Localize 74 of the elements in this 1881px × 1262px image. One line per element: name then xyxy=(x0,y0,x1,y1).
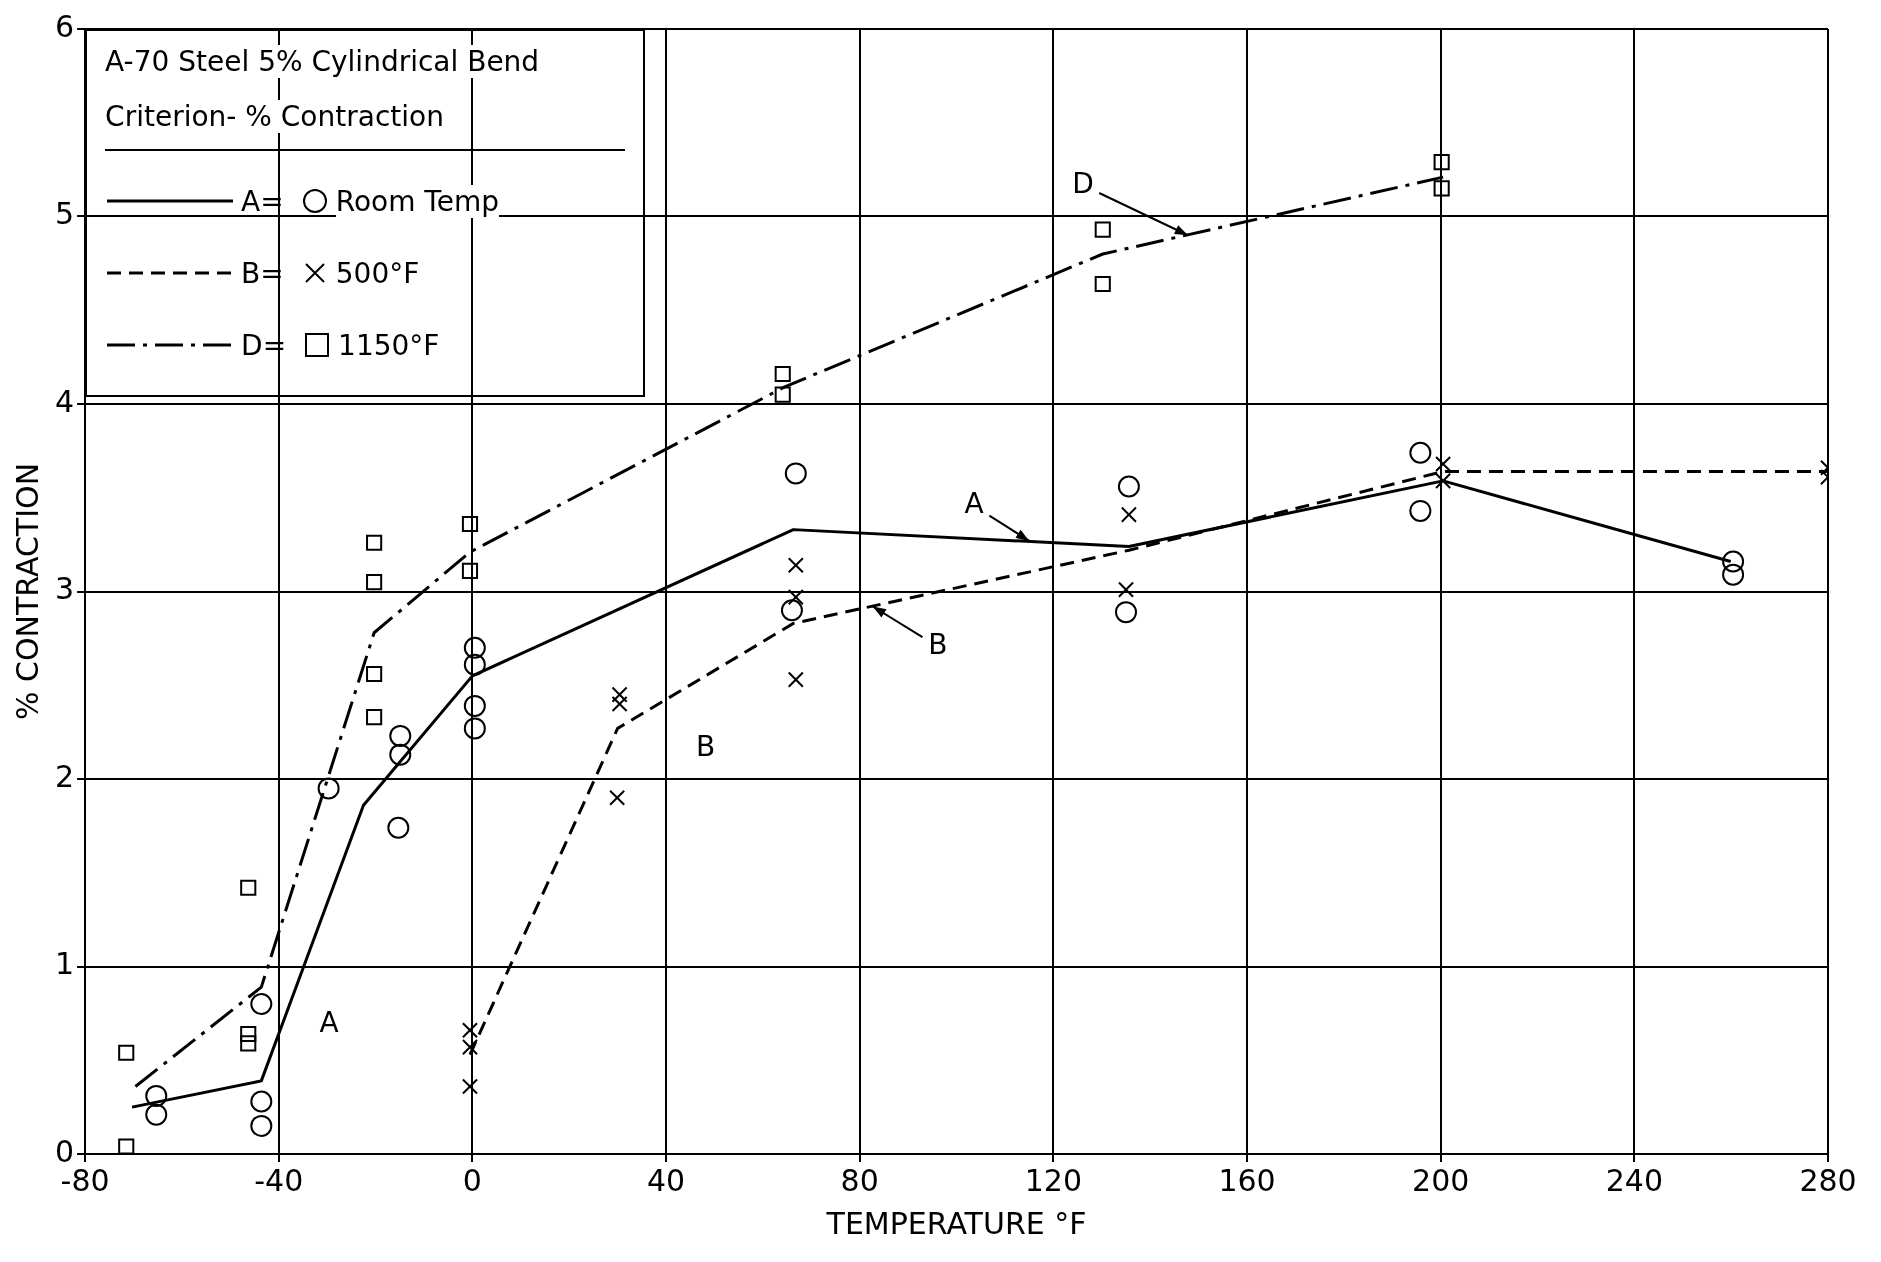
point xyxy=(463,717,486,740)
point xyxy=(611,695,628,713)
point xyxy=(1433,154,1450,171)
y-axis-title: % CONTRACTION xyxy=(9,462,45,721)
point xyxy=(1117,581,1135,598)
point xyxy=(240,1025,257,1043)
y-tick-label: 5 xyxy=(54,196,75,232)
point xyxy=(1433,180,1450,197)
point xyxy=(1120,506,1137,523)
text: A-70 Steel 5% Cylindrical Bend xyxy=(105,45,540,78)
legend-label: 1150°F xyxy=(338,328,440,362)
annotation: A xyxy=(964,487,984,521)
point xyxy=(774,386,791,403)
point xyxy=(366,534,383,551)
x-tick-label: 160 xyxy=(1218,1162,1276,1198)
point xyxy=(787,671,804,688)
point xyxy=(240,1035,257,1052)
y-tick-label: 4 xyxy=(54,383,75,419)
x-tick-label: 280 xyxy=(1799,1162,1857,1198)
point xyxy=(250,993,273,1015)
point xyxy=(387,816,410,839)
point xyxy=(611,686,628,703)
point xyxy=(1409,499,1432,522)
x-tick-label: 40 xyxy=(646,1162,686,1198)
annotation: A xyxy=(319,1005,339,1039)
point xyxy=(366,574,383,591)
x-tick-label: 0 xyxy=(462,1162,482,1198)
point xyxy=(250,1090,273,1113)
point xyxy=(389,743,412,766)
point xyxy=(774,365,791,383)
x-tick-label: 120 xyxy=(1024,1162,1082,1198)
point xyxy=(1094,221,1111,238)
y-tick-label: 1 xyxy=(54,946,75,982)
point xyxy=(780,599,803,622)
point xyxy=(240,879,257,896)
point xyxy=(1117,475,1140,498)
point xyxy=(317,777,340,800)
annotation: D xyxy=(1072,166,1094,200)
point xyxy=(250,1114,273,1137)
point xyxy=(463,636,486,659)
point xyxy=(461,1078,479,1095)
point xyxy=(1722,563,1745,586)
point xyxy=(1094,275,1111,293)
legend-label: Room Temp xyxy=(335,184,499,218)
point xyxy=(1722,550,1745,573)
y-tick-label: 6 xyxy=(54,8,75,44)
point xyxy=(145,1084,168,1107)
text: Criterion- % Contraction xyxy=(105,100,444,133)
x-tick-label: 200 xyxy=(1412,1162,1470,1198)
y-tick-label: 2 xyxy=(54,758,75,794)
legend-label: 500°F xyxy=(335,256,420,290)
x-tick-label: -40 xyxy=(254,1162,304,1198)
point xyxy=(787,557,804,574)
point xyxy=(145,1103,168,1126)
point xyxy=(784,462,807,485)
point xyxy=(461,562,479,579)
x-tick-label: 80 xyxy=(840,1162,879,1198)
point xyxy=(461,515,479,533)
annotation: B xyxy=(695,730,716,764)
point xyxy=(463,694,486,717)
x-tick-label: 240 xyxy=(1605,1162,1663,1198)
point xyxy=(463,653,486,676)
y-tick-label: 3 xyxy=(54,571,75,607)
point xyxy=(1409,441,1432,464)
annotation: B xyxy=(928,627,948,661)
x-axis-title: TEMPERATURE °F xyxy=(825,1205,1087,1241)
point xyxy=(366,665,383,683)
point xyxy=(366,709,383,726)
point xyxy=(389,724,412,747)
point xyxy=(787,589,804,606)
point xyxy=(1114,601,1137,624)
point xyxy=(609,789,626,806)
point xyxy=(118,1138,135,1154)
point xyxy=(118,1044,135,1061)
